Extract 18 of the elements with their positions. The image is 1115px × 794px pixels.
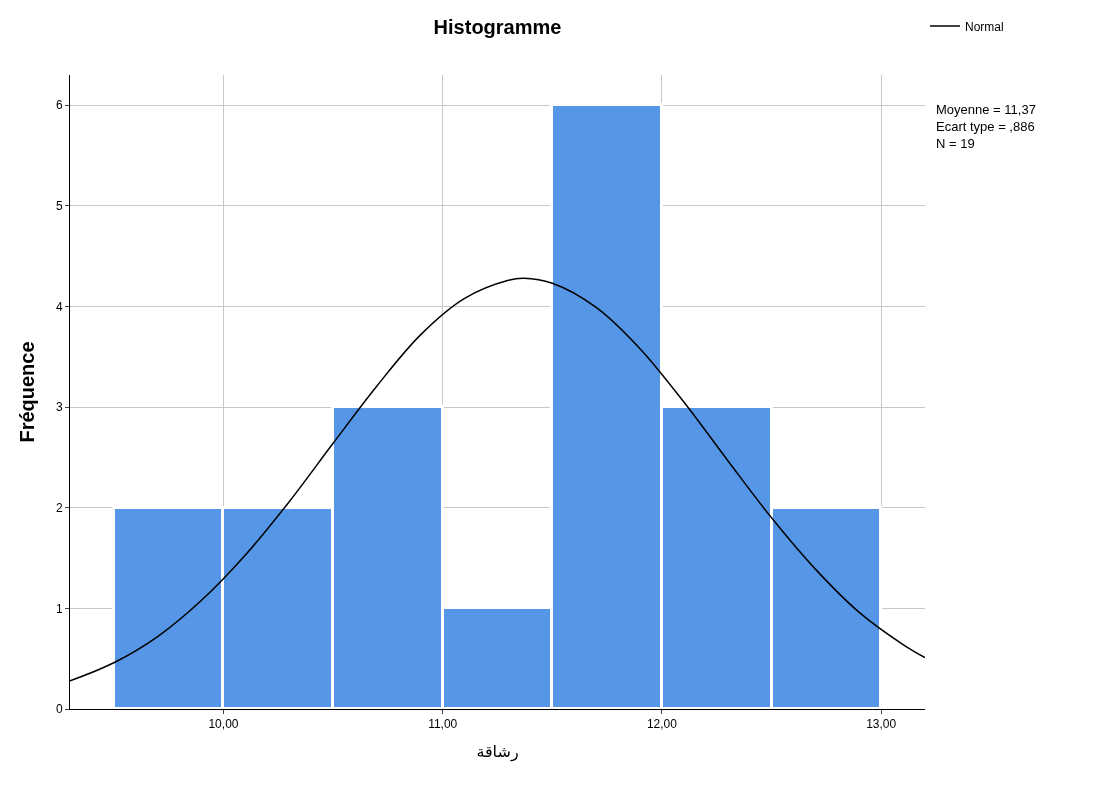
x-axis-title: رشاقة	[476, 742, 519, 763]
y-axis-title: Fréquence	[16, 341, 39, 443]
x-tick-label: 10,00	[208, 717, 239, 732]
y-tick-label: 6	[55, 98, 63, 113]
y-tick-label: 5	[55, 199, 63, 214]
x-tick-label: 13,00	[866, 717, 897, 732]
legend-label: Normal	[965, 19, 1004, 34]
text: Moyenne = 11,37	[936, 102, 1036, 117]
y-tick-label: 4	[55, 299, 63, 314]
chart-title: Histogramme	[433, 15, 562, 38]
y-tick-label: 1	[55, 601, 63, 616]
text: Ecart type = ,886	[936, 118, 1035, 134]
text: N = 19	[936, 135, 975, 151]
x-tick-label: 11,00	[428, 717, 458, 732]
y-tick-label: 3	[55, 400, 63, 415]
y-tick-label: 0	[55, 702, 63, 717]
x-tick-label: 12,00	[646, 717, 678, 732]
y-tick-label: 2	[55, 500, 63, 515]
